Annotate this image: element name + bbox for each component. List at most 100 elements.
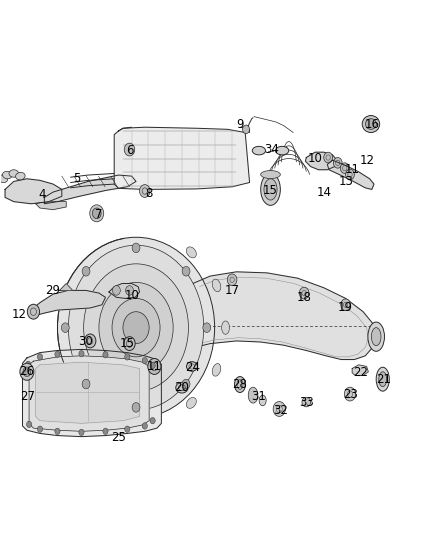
- Polygon shape: [305, 152, 337, 169]
- Circle shape: [79, 429, 84, 435]
- Ellipse shape: [212, 364, 221, 376]
- Text: 31: 31: [251, 390, 266, 403]
- Text: 19: 19: [338, 302, 353, 314]
- Circle shape: [112, 298, 160, 357]
- Ellipse shape: [248, 387, 258, 403]
- Polygon shape: [327, 160, 374, 189]
- Ellipse shape: [261, 173, 280, 205]
- Text: 7: 7: [95, 208, 102, 221]
- Text: 17: 17: [225, 284, 240, 297]
- Circle shape: [132, 402, 140, 412]
- Text: 20: 20: [174, 381, 189, 394]
- Circle shape: [132, 243, 140, 253]
- Text: 26: 26: [19, 365, 35, 378]
- Circle shape: [37, 426, 42, 432]
- Circle shape: [85, 334, 96, 348]
- Ellipse shape: [176, 382, 188, 393]
- Ellipse shape: [252, 147, 265, 155]
- Text: 30: 30: [78, 335, 93, 349]
- Ellipse shape: [9, 169, 18, 177]
- Circle shape: [150, 362, 155, 368]
- Polygon shape: [352, 365, 368, 375]
- Circle shape: [103, 352, 108, 358]
- Text: 21: 21: [377, 373, 392, 386]
- Text: 9: 9: [236, 118, 244, 131]
- Circle shape: [203, 323, 211, 333]
- Ellipse shape: [379, 372, 387, 386]
- Text: 13: 13: [338, 175, 353, 188]
- Text: 10: 10: [307, 152, 322, 165]
- Ellipse shape: [371, 328, 381, 346]
- Circle shape: [68, 245, 204, 410]
- Ellipse shape: [0, 175, 7, 183]
- Text: 12: 12: [11, 308, 27, 321]
- Circle shape: [126, 286, 134, 295]
- Circle shape: [344, 387, 356, 401]
- Circle shape: [84, 264, 188, 391]
- Ellipse shape: [376, 367, 389, 391]
- Circle shape: [124, 337, 135, 351]
- Circle shape: [243, 125, 250, 134]
- Polygon shape: [35, 362, 140, 423]
- Circle shape: [150, 417, 155, 424]
- Ellipse shape: [187, 362, 198, 371]
- Text: 4: 4: [39, 188, 46, 201]
- Ellipse shape: [57, 237, 215, 418]
- Text: 14: 14: [316, 185, 331, 199]
- Polygon shape: [109, 284, 140, 298]
- Circle shape: [25, 361, 31, 368]
- Polygon shape: [22, 350, 161, 437]
- Circle shape: [182, 379, 190, 389]
- Ellipse shape: [187, 398, 196, 408]
- Circle shape: [99, 282, 173, 373]
- Circle shape: [37, 354, 42, 360]
- Circle shape: [299, 287, 309, 299]
- Circle shape: [23, 367, 31, 376]
- Ellipse shape: [261, 171, 280, 179]
- Text: 33: 33: [299, 395, 314, 409]
- Circle shape: [82, 379, 90, 389]
- Polygon shape: [5, 179, 62, 204]
- Circle shape: [148, 359, 161, 374]
- Text: 16: 16: [364, 118, 379, 131]
- Text: 22: 22: [353, 366, 368, 379]
- Polygon shape: [35, 201, 66, 209]
- Circle shape: [20, 364, 34, 380]
- Polygon shape: [60, 284, 73, 290]
- Circle shape: [27, 304, 39, 319]
- Circle shape: [333, 158, 342, 168]
- Ellipse shape: [276, 147, 289, 155]
- Circle shape: [55, 428, 60, 434]
- Circle shape: [340, 163, 349, 173]
- Text: 28: 28: [233, 378, 247, 391]
- Circle shape: [61, 323, 69, 333]
- Circle shape: [124, 143, 135, 156]
- Circle shape: [142, 358, 148, 364]
- Circle shape: [90, 205, 104, 222]
- Ellipse shape: [234, 376, 245, 392]
- Text: 15: 15: [263, 184, 278, 197]
- Circle shape: [346, 169, 354, 180]
- Circle shape: [55, 351, 60, 358]
- Ellipse shape: [16, 172, 25, 180]
- Text: 23: 23: [343, 387, 358, 401]
- Polygon shape: [114, 127, 250, 189]
- Ellipse shape: [259, 395, 266, 406]
- Polygon shape: [44, 175, 136, 204]
- Ellipse shape: [212, 279, 221, 292]
- Text: 15: 15: [120, 337, 135, 350]
- Circle shape: [79, 351, 84, 357]
- Text: 29: 29: [46, 284, 60, 297]
- Circle shape: [273, 401, 286, 416]
- Text: 32: 32: [273, 403, 288, 416]
- Ellipse shape: [264, 179, 277, 200]
- Circle shape: [92, 208, 101, 219]
- Ellipse shape: [187, 247, 196, 258]
- Text: 6: 6: [126, 144, 133, 157]
- Circle shape: [182, 266, 190, 276]
- Circle shape: [123, 312, 149, 344]
- Circle shape: [324, 152, 332, 163]
- Text: 18: 18: [297, 291, 311, 304]
- Text: 34: 34: [264, 143, 279, 156]
- Text: 24: 24: [185, 361, 200, 374]
